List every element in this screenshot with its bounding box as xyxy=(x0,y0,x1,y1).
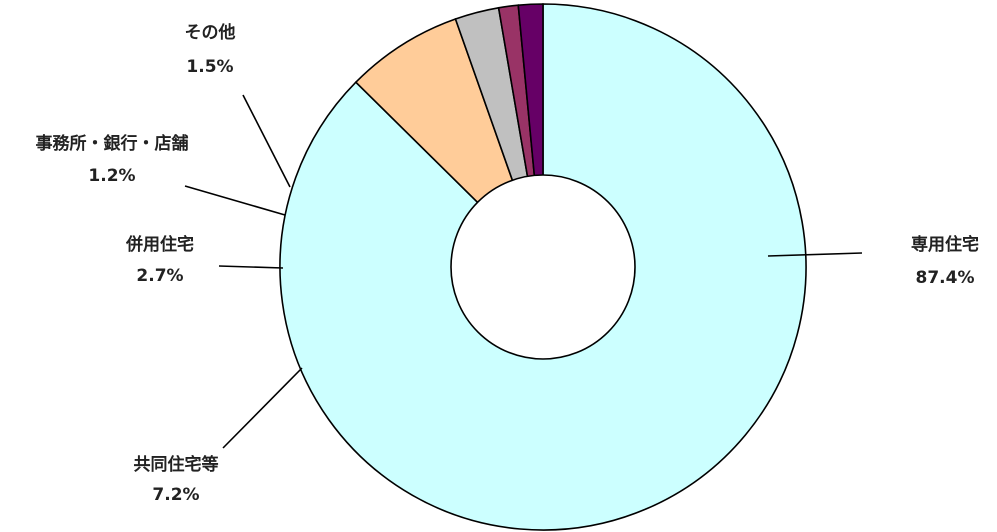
leader-line-1 xyxy=(222,367,303,449)
slice-name-label-4: その他 xyxy=(185,22,236,43)
leader-lines xyxy=(184,94,863,449)
leader-line-4 xyxy=(242,94,291,188)
slice-name-label-2: 併用住宅 xyxy=(125,234,194,255)
slice-name-label-3: 事務所・銀行・店舗 xyxy=(36,133,189,154)
slice-value-label-4: 1.5% xyxy=(186,57,233,77)
leader-line-3 xyxy=(184,185,286,216)
slice-value-label-1: 7.2% xyxy=(152,485,199,505)
slice-name-label-0: 専用住宅 xyxy=(911,234,979,255)
slice-name-label-1: 共同住宅等 xyxy=(134,454,219,475)
leader-line-2 xyxy=(218,265,284,269)
slice-value-label-3: 1.2% xyxy=(88,166,135,186)
leader-line-0 xyxy=(767,252,863,257)
slice-labels: 専用住宅 87.4% 共同住宅等 7.2% 併用住宅 2.7% 事務所・銀行・店舗 1.2% そ… xyxy=(36,22,980,505)
slice-value-label-0: 87.4% xyxy=(916,268,975,288)
donut-hole xyxy=(450,174,636,360)
slice-value-label-2: 2.7% xyxy=(136,266,183,286)
